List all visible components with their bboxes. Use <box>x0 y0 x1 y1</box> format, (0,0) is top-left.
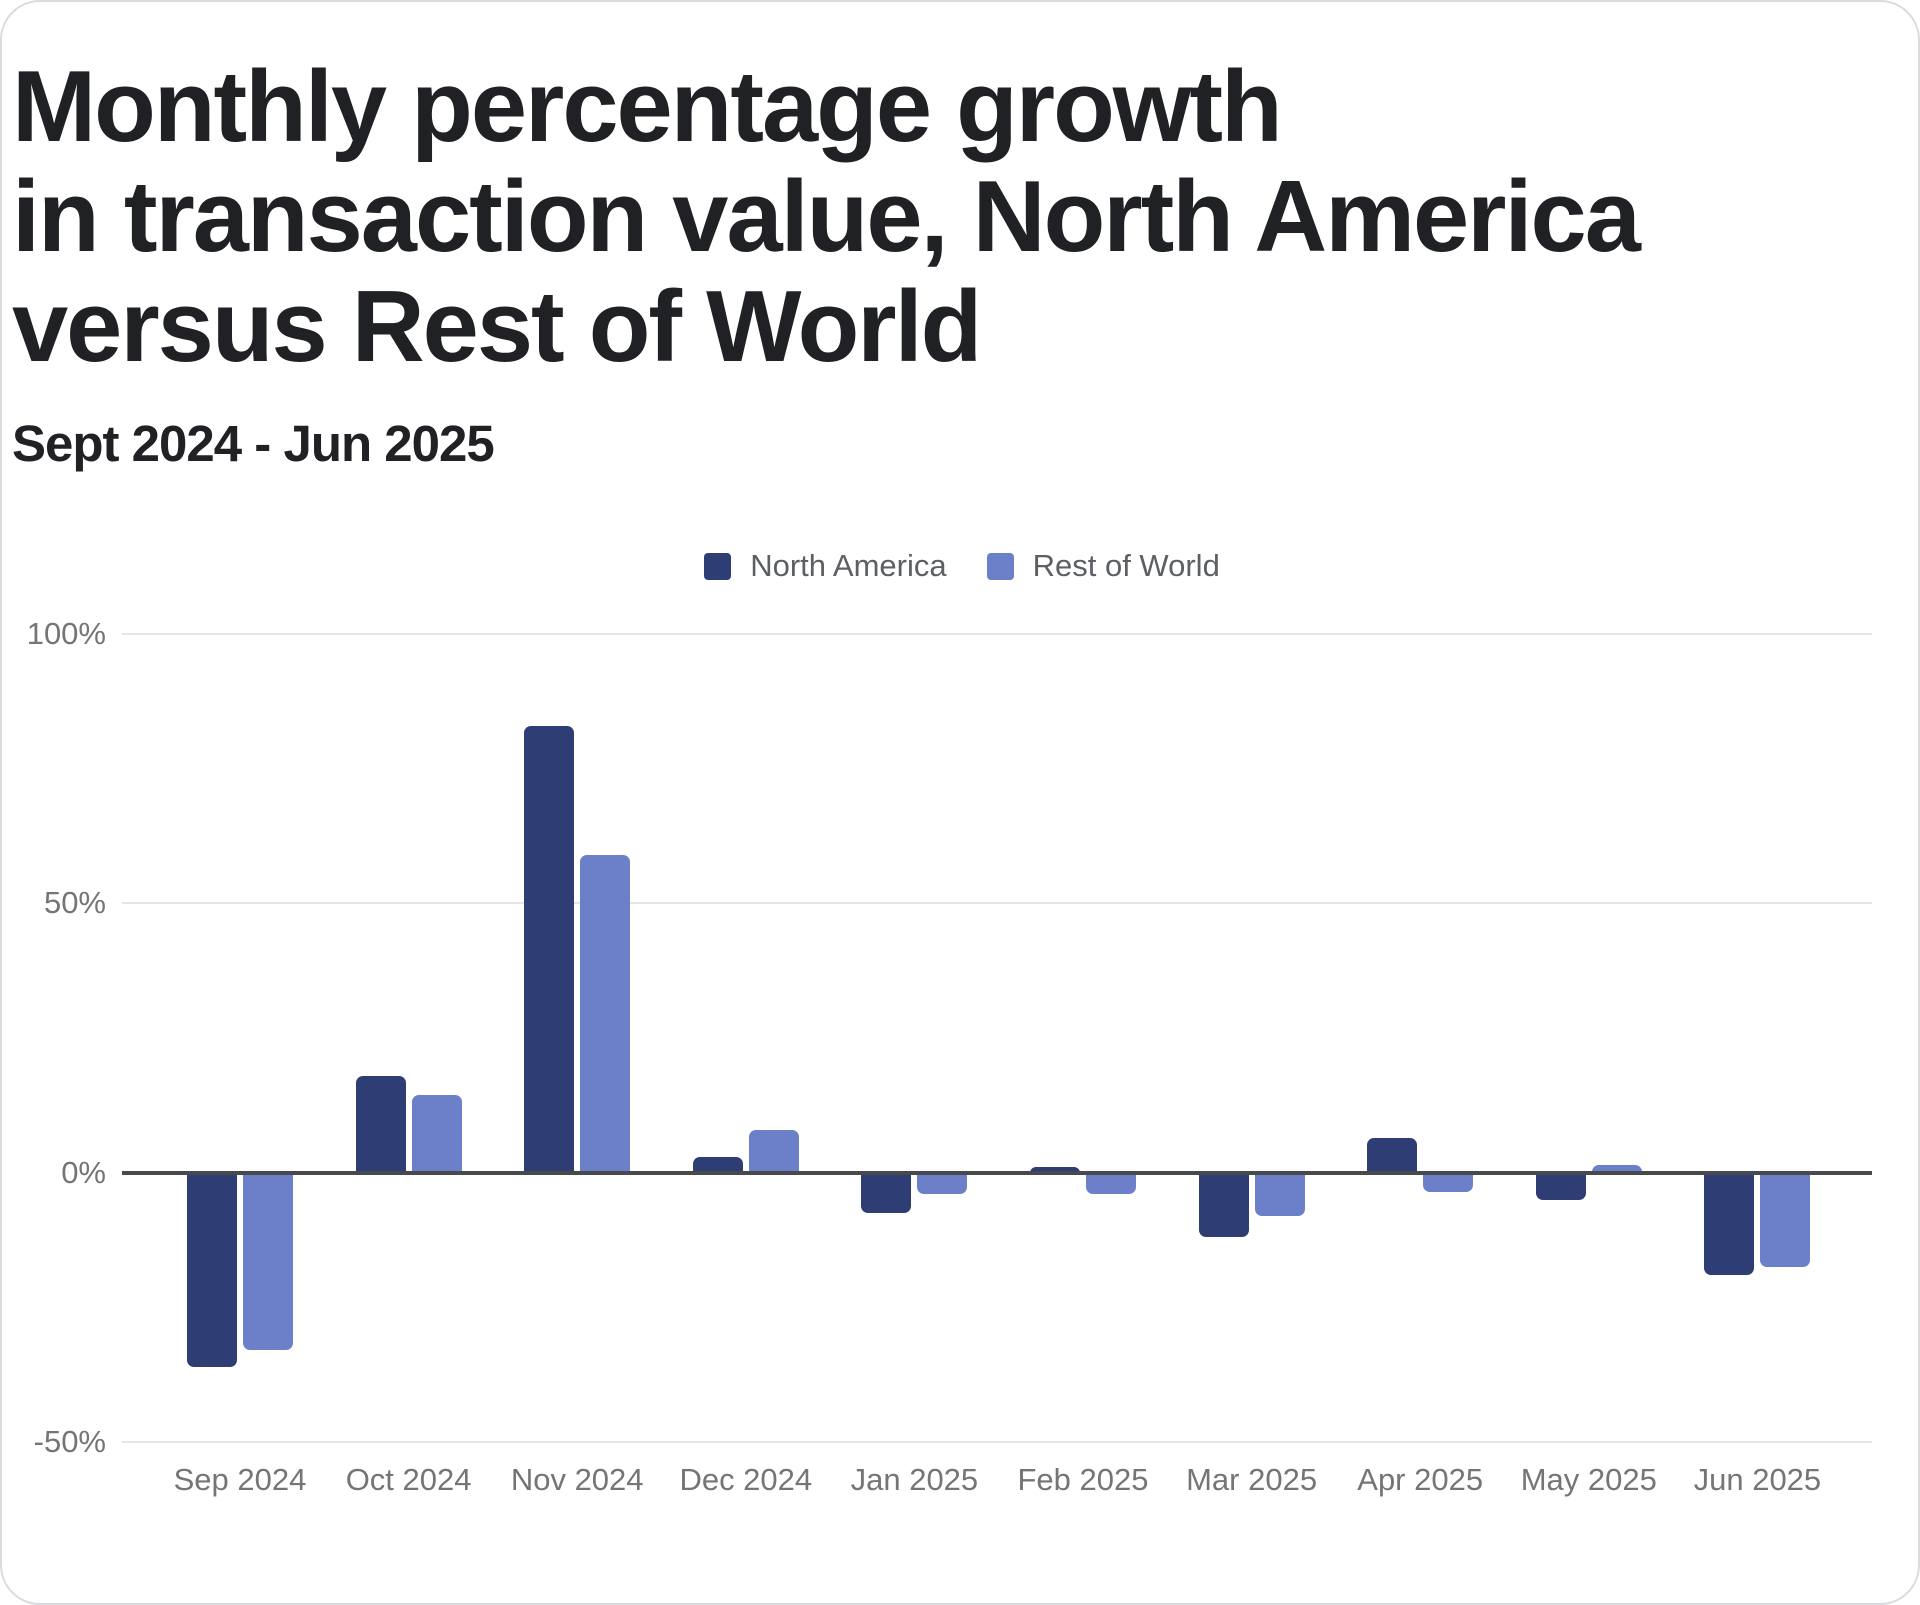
bar-rest-of-world <box>917 1172 968 1195</box>
bar-rest-of-world <box>1254 1172 1305 1216</box>
chart-title: Monthly percentage growth in transaction… <box>12 51 1641 383</box>
bar-north-america <box>524 725 575 1173</box>
legend: North America Rest of World <box>2 548 1918 584</box>
zero-axis-line <box>122 1170 1872 1175</box>
x-axis-label: Nov 2024 <box>510 1462 644 1497</box>
x-axis-label: Feb 2025 <box>1017 1462 1149 1497</box>
y-axis-tick-label: 50% <box>43 885 106 921</box>
bar-rest-of-world <box>748 1129 799 1173</box>
legend-swatch-icon <box>704 552 732 580</box>
gridline <box>122 902 1872 905</box>
x-axis-label: Jun 2025 <box>1693 1462 1822 1497</box>
bar-rest-of-world <box>1423 1172 1474 1192</box>
y-axis-tick-label: 0% <box>61 1154 106 1190</box>
legend-label: North America <box>750 548 947 583</box>
bar-rest-of-world <box>1760 1172 1811 1267</box>
bar-north-america <box>692 1156 743 1173</box>
x-axis-label: Sep 2024 <box>173 1462 307 1497</box>
chart-subtitle: Sept 2024 - Jun 2025 <box>12 415 495 472</box>
bar-rest-of-world <box>580 854 631 1173</box>
x-axis-label: Jan 2025 <box>850 1462 979 1497</box>
x-axis-label: Apr 2025 <box>1357 1462 1484 1497</box>
legend-item: North America <box>704 548 947 584</box>
legend-swatch-icon <box>986 552 1014 580</box>
bar-north-america <box>1367 1137 1418 1173</box>
bar-north-america <box>1030 1167 1080 1173</box>
gridline <box>122 633 1872 635</box>
bar-north-america <box>861 1172 912 1214</box>
x-axis-label: Mar 2025 <box>1186 1462 1318 1497</box>
bar-rest-of-world <box>1086 1172 1136 1195</box>
bar-north-america <box>1535 1172 1586 1200</box>
bar-north-america <box>1704 1172 1755 1275</box>
bar-north-america <box>187 1172 237 1367</box>
bar-north-america <box>355 1075 406 1173</box>
x-axis-label: Oct 2024 <box>345 1462 472 1497</box>
y-axis-tick-label: -50% <box>33 1424 106 1459</box>
gridline <box>122 1441 1872 1443</box>
legend-item: Rest of World <box>986 548 1220 584</box>
bar-north-america <box>1198 1172 1249 1238</box>
y-axis-tick-label: 100% <box>26 616 106 651</box>
legend-label: Rest of World <box>1032 548 1220 583</box>
x-axis-label: May 2025 <box>1520 1462 1657 1497</box>
x-axis-label: Dec 2024 <box>679 1462 813 1497</box>
bar-rest-of-world <box>243 1172 293 1351</box>
bar-rest-of-world <box>411 1094 462 1173</box>
plot-area <box>122 633 1872 1443</box>
bar-rest-of-world <box>1591 1164 1642 1173</box>
